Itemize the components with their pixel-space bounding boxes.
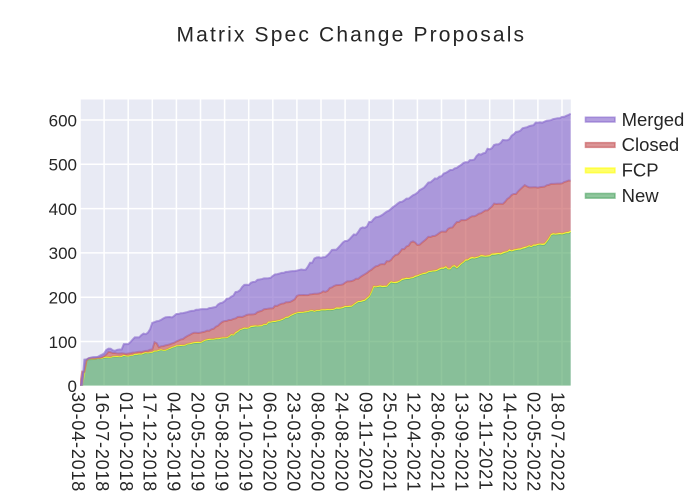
svg-text:100: 100 xyxy=(49,333,77,352)
svg-text:13-09-2021: 13-09-2021 xyxy=(451,392,471,492)
svg-text:16-07-2018: 16-07-2018 xyxy=(92,392,112,492)
svg-text:17-12-2018: 17-12-2018 xyxy=(140,392,160,492)
svg-text:14-02-2022: 14-02-2022 xyxy=(499,392,519,492)
svg-text:200: 200 xyxy=(49,289,77,308)
svg-text:20-05-2019: 20-05-2019 xyxy=(188,392,208,492)
svg-text:21-10-2019: 21-10-2019 xyxy=(236,392,256,492)
svg-text:04-03-2019: 04-03-2019 xyxy=(164,392,184,492)
svg-text:500: 500 xyxy=(49,156,77,175)
svg-text:0: 0 xyxy=(68,377,77,396)
svg-text:09-11-2020: 09-11-2020 xyxy=(356,392,376,491)
svg-text:Matrix Spec Change Proposals: Matrix Spec Change Proposals xyxy=(177,23,527,46)
svg-text:23-03-2020: 23-03-2020 xyxy=(284,392,304,492)
svg-text:Closed: Closed xyxy=(622,134,680,155)
svg-text:24-08-2020: 24-08-2020 xyxy=(332,392,352,492)
svg-text:01-10-2018: 01-10-2018 xyxy=(116,392,136,492)
svg-text:06-01-2020: 06-01-2020 xyxy=(260,392,280,492)
svg-text:02-05-2022: 02-05-2022 xyxy=(523,392,543,492)
svg-text:29-11-2021: 29-11-2021 xyxy=(475,392,495,491)
svg-text:600: 600 xyxy=(49,111,77,130)
svg-text:400: 400 xyxy=(49,200,77,219)
svg-text:28-06-2021: 28-06-2021 xyxy=(428,392,448,492)
svg-text:Merged: Merged xyxy=(622,109,685,130)
svg-text:30-04-2018: 30-04-2018 xyxy=(68,392,88,492)
svg-text:12-04-2021: 12-04-2021 xyxy=(404,392,424,492)
svg-text:FCP: FCP xyxy=(622,160,659,181)
svg-text:300: 300 xyxy=(49,244,77,263)
svg-text:New: New xyxy=(622,185,660,206)
svg-text:25-01-2021: 25-01-2021 xyxy=(380,392,400,492)
svg-text:18-07-2022: 18-07-2022 xyxy=(547,392,567,492)
svg-text:08-06-2020: 08-06-2020 xyxy=(308,392,328,492)
svg-text:05-08-2019: 05-08-2019 xyxy=(212,392,232,492)
